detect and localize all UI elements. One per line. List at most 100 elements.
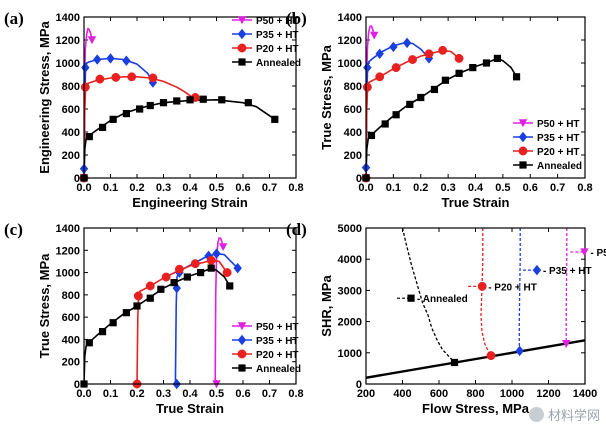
- panel-d-series-line-annealed: [401, 228, 455, 363]
- panel-c-xtick-label: 0.7: [262, 388, 277, 400]
- panel-a-legend-label: P50 + HT: [256, 16, 299, 27]
- panel-d-xtick-label: 1200: [536, 388, 560, 400]
- panel-b-point-p20: [408, 55, 417, 64]
- panel-c-point-annealed: [146, 294, 154, 302]
- panel-c-point-annealed: [133, 302, 141, 310]
- panel-b-point-p20: [391, 63, 401, 73]
- panel-a-point-p35: [122, 55, 131, 66]
- panel-d-series-line-p50: [565, 228, 568, 344]
- panel-b-xtick-label: 0.8: [577, 182, 592, 194]
- panel-c-legend-marker: [237, 349, 247, 359]
- panel-d-xlabel: Flow Stress, MPa: [422, 401, 530, 416]
- panel-b-xtick-label: 0.7: [550, 182, 565, 194]
- panel-b-xtick-label: 0.3: [440, 182, 455, 194]
- panel-a-xtick-label: 0.0: [76, 182, 91, 194]
- panel-d-point-p20: [486, 351, 496, 361]
- panel-a-point-annealed: [271, 115, 279, 123]
- panel-a-point-p50: [87, 36, 97, 45]
- panel-b-ytick-label: 0: [356, 173, 362, 185]
- panel-a-xtick-label: 0.4: [182, 182, 198, 194]
- panel-a-ytick-label: 400: [62, 127, 80, 139]
- panel-b-ytick-label: 200: [344, 150, 362, 162]
- panel-a-point-annealed: [136, 105, 144, 113]
- panel-b-legend-marker: [519, 161, 527, 169]
- panel-b-point-annealed: [367, 131, 376, 140]
- panel-c-point-p20: [190, 259, 200, 269]
- panel-b-ytick-label: 600: [344, 104, 362, 116]
- panel-a-xtick-label: 0.7: [262, 182, 277, 194]
- panel-c-legend-marker: [237, 334, 247, 346]
- panel-a-xtick-label: 0.5: [209, 182, 224, 194]
- panel-a-point-annealed: [159, 99, 168, 107]
- panel-a-point-p20: [111, 72, 121, 82]
- panel-d-ytick-label: 1000: [338, 348, 362, 360]
- panel-b-legend-label: P50 + HT: [537, 119, 580, 130]
- panel-c-frame: [83, 227, 297, 385]
- panel-c-series-line-p50: [214, 237, 224, 384]
- panel-b-ytick-label: 800: [344, 81, 362, 93]
- panel-b-ylabel: True Stress, MPa: [319, 44, 334, 150]
- panel-a-legend-label: P20 + HT: [256, 44, 299, 55]
- panel-c-point-p20: [222, 268, 232, 278]
- panel-c-legend-label: P35 + HT: [256, 336, 299, 347]
- panel-b-point-annealed: [469, 64, 477, 72]
- panel-a-ytick-label: 1200: [56, 35, 80, 47]
- panel-a-point-p35: [106, 53, 115, 64]
- panel-a-ytick-label: 600: [62, 104, 80, 116]
- panel-a-ytick-label: 1000: [56, 58, 80, 70]
- panel-d-point-annealed: [450, 358, 459, 367]
- panel-a-xlabel: Engineering Strain: [132, 195, 248, 210]
- panel-b-frame: [365, 16, 586, 179]
- panel-d-xtick-label: 400: [393, 388, 411, 400]
- panel-c-point-p20: [133, 291, 143, 301]
- panel-d-xtick-label: 800: [466, 388, 484, 400]
- panel-c-point-annealed: [85, 339, 93, 347]
- panel-b-point-annealed: [493, 54, 501, 62]
- panel-b-point-annealed: [455, 69, 463, 77]
- panel-d-frame: [365, 227, 586, 385]
- panel-a-point-p35: [93, 54, 102, 65]
- panel-d-xtick-label: 200: [357, 388, 375, 400]
- panel-b-point-annealed: [430, 85, 439, 94]
- panel-c-xtick-label: 0.0: [76, 388, 91, 400]
- panel-b-xtick-label: 0.1: [386, 182, 401, 194]
- panel-a-xtick-label: 0.3: [156, 182, 171, 194]
- panel-a-ytick-label: 0: [74, 173, 80, 185]
- panel-c-legend-label: P50 + HT: [256, 322, 299, 333]
- panel-a-point-annealed: [218, 96, 226, 104]
- panel-d-label: (d): [286, 220, 307, 239]
- panel-b-ytick-label: 400: [344, 127, 362, 139]
- panel-a-point-annealed: [146, 101, 154, 110]
- panel-c-ytick-label: 400: [62, 334, 80, 346]
- panel-c-xtick-label: 0.2: [129, 388, 144, 400]
- panel-c-point-annealed: [98, 328, 107, 336]
- panel-c-point-p20: [161, 272, 171, 282]
- panel-c-point-p20: [145, 281, 155, 291]
- panel-b-point-annealed: [441, 76, 449, 84]
- panel-b-ytick-label: 1200: [338, 35, 362, 47]
- panel-c-point-p20: [174, 264, 184, 274]
- panel-d-xtick-label: 1400: [573, 388, 597, 400]
- panel-c-point-p20: [206, 255, 216, 265]
- panel-c-point-annealed: [226, 282, 234, 290]
- panel-c-point-annealed: [183, 273, 191, 281]
- panel-c-ytick-label: 0: [74, 379, 80, 391]
- panel-b-legend-label: Annealed: [537, 161, 582, 172]
- panel-a-ytick-label: 1400: [56, 12, 80, 24]
- panel-d-series-line-p20: [480, 228, 492, 356]
- panel-c-point-p35: [233, 262, 242, 274]
- watermark-text: 材料学网: [547, 409, 600, 424]
- panel-c-ytick-label: 200: [62, 357, 80, 369]
- panel-a-point-annealed: [199, 95, 207, 103]
- panel-b-point-annealed: [482, 59, 491, 67]
- panel-c-series-line-annealed: [84, 267, 231, 384]
- panel-b-xtick-label: 0.0: [358, 182, 373, 194]
- panel-d-ytick-label: 0: [356, 379, 362, 391]
- panel-c-ytick-label: 1400: [56, 223, 80, 235]
- panel-c-xtick-label: 0.3: [156, 388, 171, 400]
- panel-c-xtick-label: 0.6: [235, 388, 250, 400]
- panel-b-series-line-p35: [366, 42, 430, 178]
- panel-a-legend-marker: [238, 58, 246, 66]
- panel-c-point-annealed: [170, 279, 178, 287]
- panel-a-ytick-label: 800: [62, 81, 80, 93]
